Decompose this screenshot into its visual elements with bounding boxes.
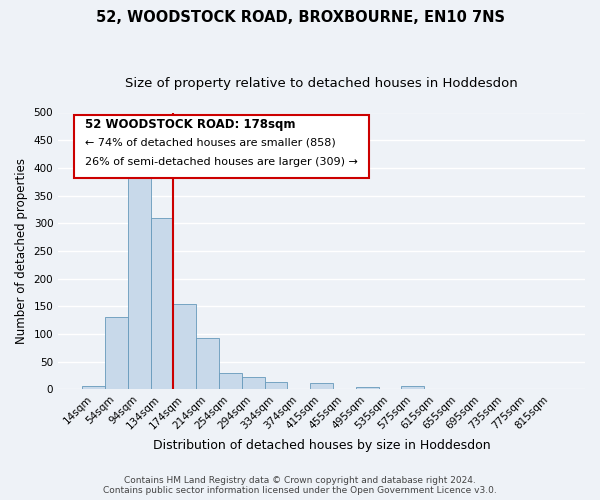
Bar: [356, 386, 379, 390]
Title: Size of property relative to detached houses in Hoddesdon: Size of property relative to detached ho…: [125, 78, 518, 90]
Bar: [82, 386, 105, 390]
X-axis label: Distribution of detached houses by size in Hoddesdon: Distribution of detached houses by size …: [153, 440, 490, 452]
Bar: [196, 338, 219, 390]
Y-axis label: Number of detached properties: Number of detached properties: [15, 158, 28, 344]
Bar: [310, 383, 333, 390]
Bar: [151, 218, 173, 390]
Text: 52 WOODSTOCK ROAD: 178sqm: 52 WOODSTOCK ROAD: 178sqm: [85, 118, 295, 131]
Text: ← 74% of detached houses are smaller (858): ← 74% of detached houses are smaller (85…: [85, 138, 335, 147]
FancyBboxPatch shape: [74, 116, 369, 178]
Bar: [242, 378, 265, 390]
Bar: [219, 373, 242, 390]
Text: Contains HM Land Registry data © Crown copyright and database right 2024.
Contai: Contains HM Land Registry data © Crown c…: [103, 476, 497, 495]
Bar: [265, 382, 287, 390]
Bar: [128, 165, 151, 390]
Bar: [379, 389, 401, 390]
Bar: [173, 304, 196, 390]
Bar: [105, 318, 128, 390]
Bar: [401, 386, 424, 390]
Text: 52, WOODSTOCK ROAD, BROXBOURNE, EN10 7NS: 52, WOODSTOCK ROAD, BROXBOURNE, EN10 7NS: [95, 10, 505, 25]
Bar: [538, 389, 561, 390]
Text: 26% of semi-detached houses are larger (309) →: 26% of semi-detached houses are larger (…: [85, 157, 358, 167]
